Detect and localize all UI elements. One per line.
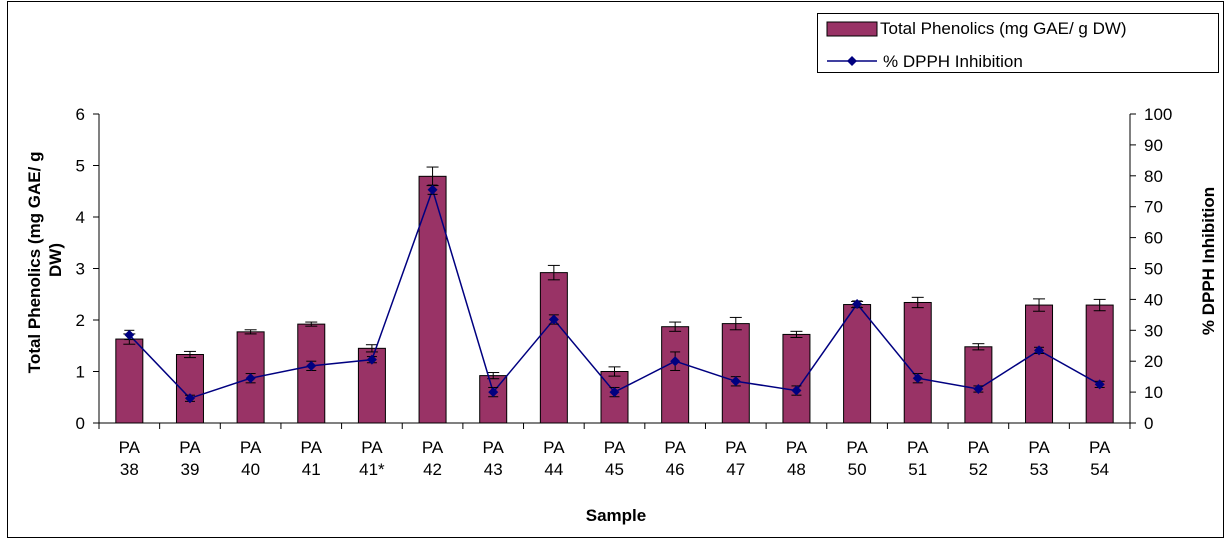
line-point-15 [1034,345,1045,356]
left-tick-label-2: 2 [76,311,85,330]
line-point-16 [1094,379,1105,390]
bar-error-4 [365,344,378,353]
category-label-9: PA 46 [664,438,686,479]
left-axis-title-line-1: Total Phenolics (mg GAE/ g [25,152,44,374]
legend-bar-swatch [826,21,878,37]
category-label-5: PA 42 [422,438,444,479]
left-tick-label-6: 6 [76,105,85,124]
left-tick-label-4: 4 [76,208,85,227]
bar-error-13 [911,296,924,309]
left-axis-title: Total Phenolics (mg GAE/ g DW) [25,147,65,373]
line-point-2 [245,373,256,384]
line-point-6 [488,387,499,398]
category-label-13: PA 51 [907,438,929,479]
line-point-10 [730,376,741,387]
category-label-4: PA 41* [359,438,385,479]
line-series [124,184,1105,404]
category-label-12: PA 50 [846,438,868,479]
line-point-11 [791,385,802,396]
left-tick-label-1: 1 [76,363,85,382]
right-tick-label-7: 70 [1144,198,1163,217]
bar-16 [1085,304,1114,424]
right-tick-label-9: 90 [1144,136,1163,155]
legend-line-label: % DPPH Inhibition [883,52,1023,71]
bar-error-16 [1093,298,1106,312]
bar-error-7 [547,264,560,281]
right-axis-ticks: 0 10 20 30 40 50 60 70 80 90 100 [1130,105,1172,433]
line-point-7 [548,314,559,325]
bar-5 [418,175,447,424]
line-point-12 [852,299,863,310]
bar-error-15 [1033,298,1046,312]
category-label-10: PA 47 [725,438,747,479]
line-point-1 [184,393,195,404]
left-tick-label-5: 5 [76,157,85,176]
bar-error-bars [123,166,1106,380]
category-label-15: PA 53 [1028,438,1050,479]
bar-7 [539,272,568,424]
left-axis-title-line-2: DW) [46,243,65,277]
line-point-4 [366,354,377,365]
bar-3 [297,323,326,424]
category-label-8: PA 45 [604,438,626,479]
category-label-6: PA 43 [482,438,504,479]
bar-error-10 [729,316,742,331]
right-tick-label-5: 50 [1144,260,1163,279]
bar-error-11 [790,330,803,339]
bar-10 [721,323,750,424]
left-tick-label-3: 3 [76,260,85,279]
line-point-14 [973,384,984,395]
line-point-3 [306,360,317,371]
left-axis-ticks: 0 1 2 3 4 5 6 [76,105,99,433]
bar-error-1 [183,350,196,359]
legend-line-marker [847,56,857,66]
right-tick-label-8: 80 [1144,167,1163,186]
legend-box [817,13,1219,73]
x-axis-title: Sample [586,506,646,525]
category-label-11: PA 48 [786,438,808,479]
bar-8 [600,371,629,424]
line-point-0 [124,329,135,340]
category-label-1: PA 39 [179,438,201,479]
category-label-16: PA 54 [1089,438,1111,479]
bar-9 [661,326,690,424]
bar-error-3 [305,321,318,327]
category-label-14: PA 52 [968,438,990,479]
line-point-5 [427,184,438,195]
right-tick-label-4: 40 [1144,290,1163,309]
bar-13 [903,301,932,424]
left-tick-label-0: 0 [76,414,85,433]
bar-6 [479,375,508,424]
legend: Total Phenolics (mg GAE/ g DW) % DPPH In… [817,13,1219,73]
right-axis-title: % DPPH Inhibition [1199,187,1218,335]
bar-error-2 [244,329,257,335]
right-tick-label-10: 100 [1144,105,1172,124]
category-labels: PA 38 PA 39 PA 40 PA 41 PA 41* PA 42 PA 43 PA 44 PA 45 PA 4… [119,438,1111,479]
line-point-13 [912,373,923,384]
line-point-8 [609,387,620,398]
bar-error-8 [608,366,621,377]
bar-series [115,175,1114,424]
bar-15 [1025,304,1054,424]
bar-0 [115,338,144,424]
bar-error-9 [669,321,682,332]
right-tick-label-0: 0 [1144,414,1153,433]
bar-12 [843,304,872,424]
right-tick-label-3: 30 [1144,321,1163,340]
category-label-3: PA 41 [301,438,323,479]
category-label-0: PA 38 [119,438,141,479]
line-point-9 [670,356,681,367]
legend-bar-label: Total Phenolics (mg GAE/ g DW) [880,19,1127,38]
category-label-7: PA 44 [543,438,565,479]
category-label-2: PA 40 [240,438,262,479]
right-tick-label-6: 60 [1144,229,1163,248]
right-tick-label-2: 20 [1144,352,1163,371]
right-tick-label-1: 10 [1144,383,1163,402]
chart-frame [7,1,1224,538]
bar-11 [782,333,811,424]
bar-error-14 [972,343,985,351]
